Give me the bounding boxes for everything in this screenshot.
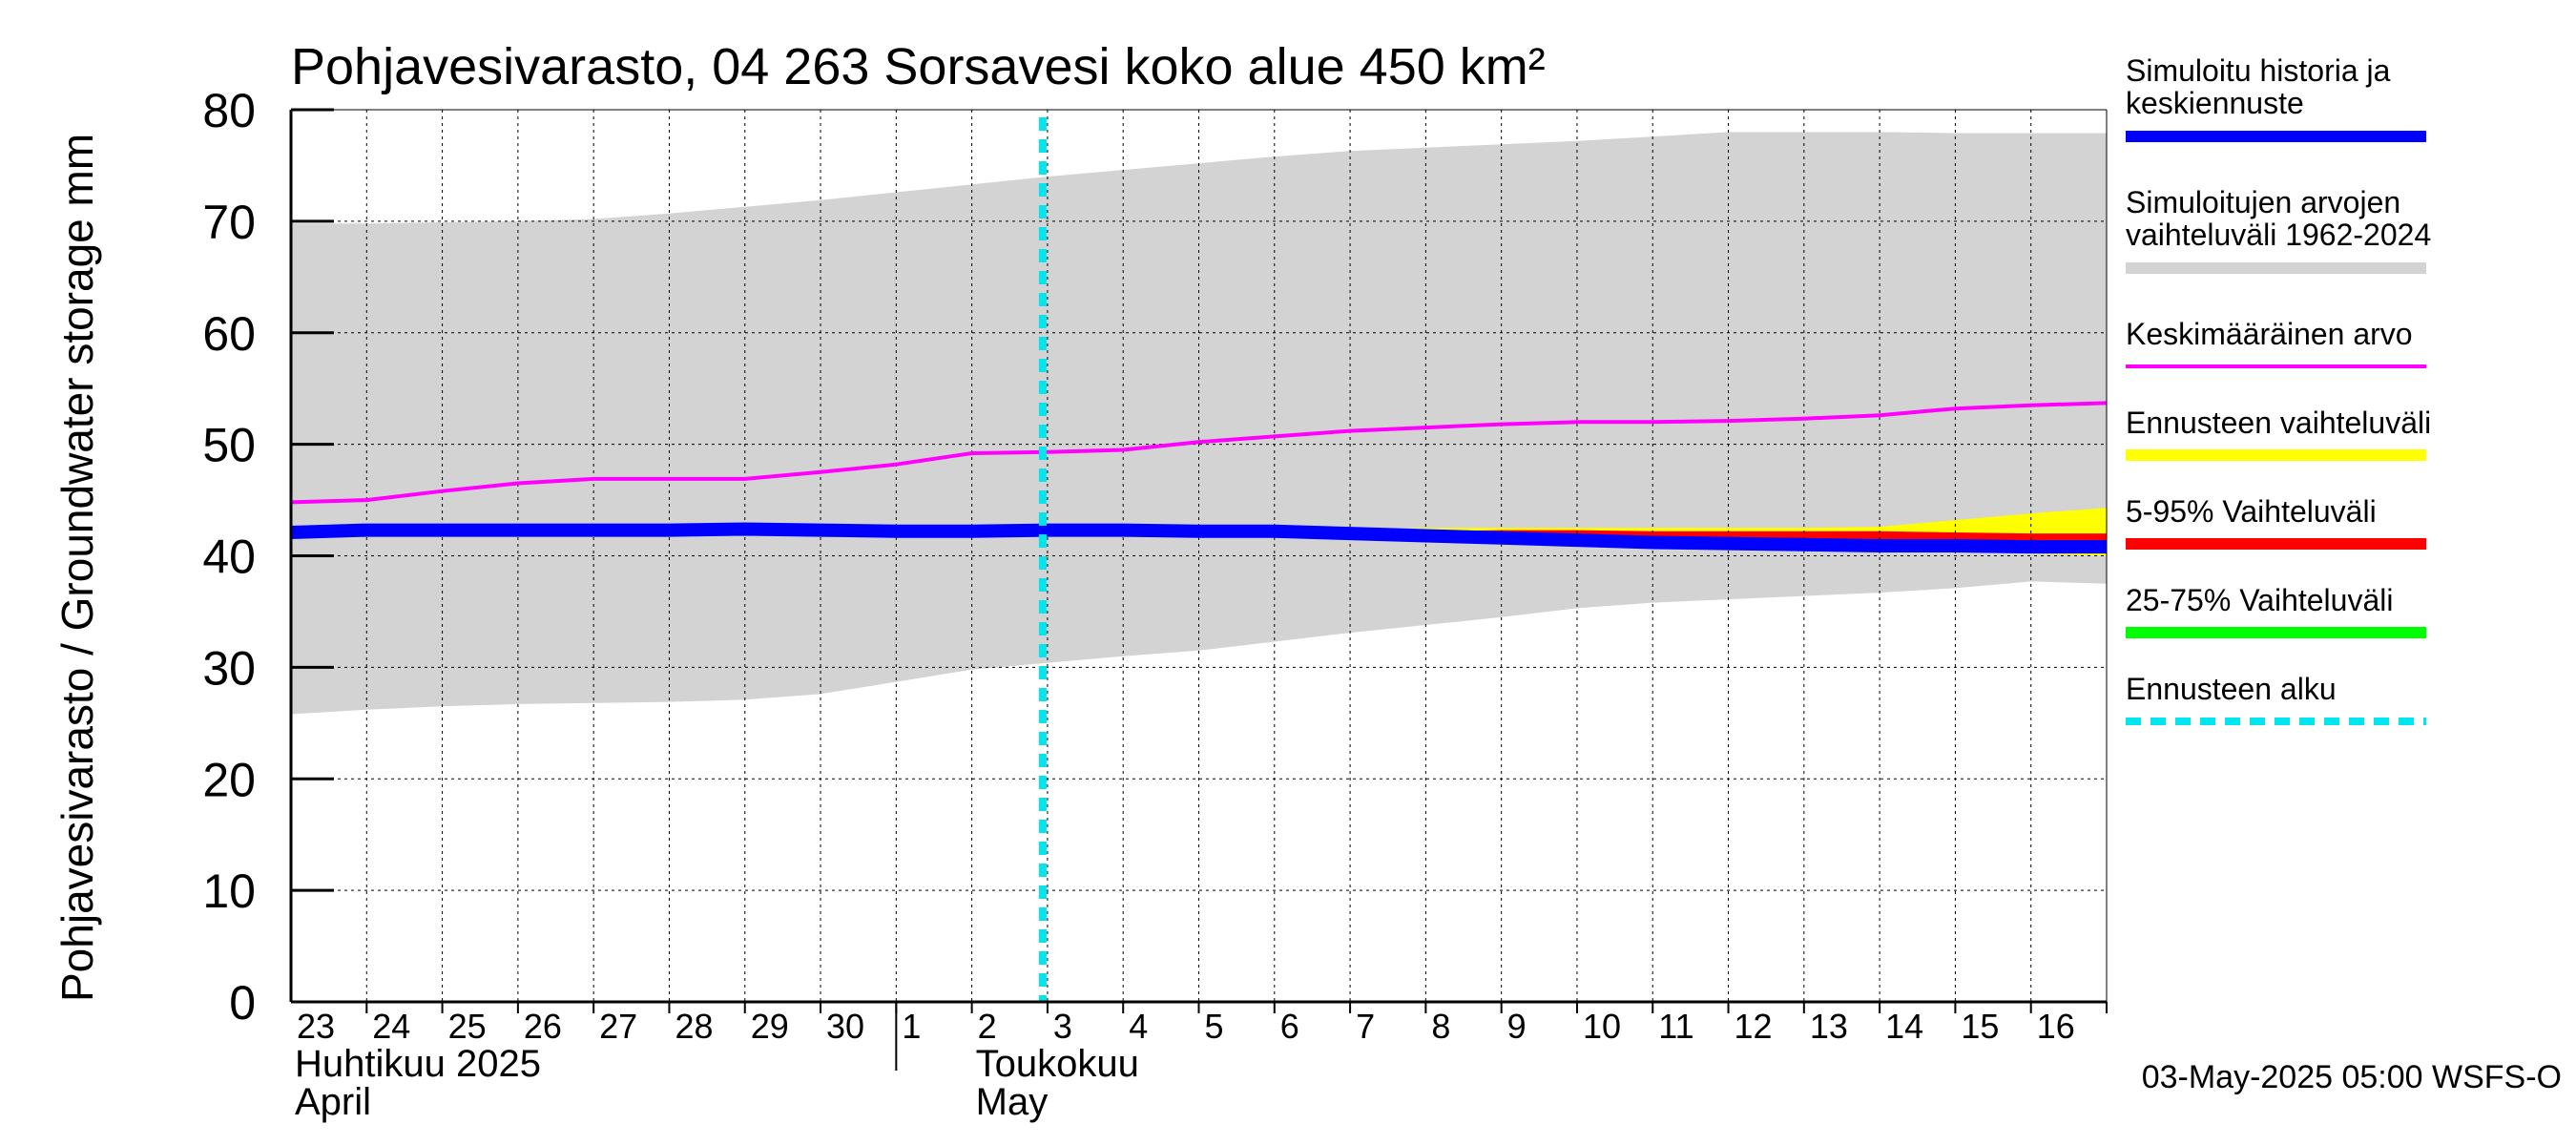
x-tick-label-5: 28 <box>675 1007 713 1046</box>
x-tick-label-8: 1 <box>902 1007 921 1046</box>
legend-label-1-line2: vaihteluväli 1962-2024 <box>2126 218 2431 252</box>
y-tick-label-5: 50 <box>202 419 256 472</box>
month-label-1-line1: Toukokuu <box>976 1043 1139 1085</box>
legend-label-0-line1: Simuloitu historia ja <box>2126 53 2391 88</box>
month-label-0-line2: April <box>295 1081 371 1123</box>
y-tick-label-2: 20 <box>202 753 256 806</box>
legend-label-2-line1: Keskimääräinen arvo <box>2126 317 2413 351</box>
y-tick-label-6: 60 <box>202 307 256 361</box>
x-tick-label-1: 24 <box>372 1007 410 1046</box>
legend-label-0-line2: keskiennuste <box>2126 86 2304 120</box>
x-tick-label-9: 2 <box>978 1007 997 1046</box>
y-tick-label-0: 0 <box>229 976 256 1030</box>
x-tick-label-17: 10 <box>1583 1007 1621 1046</box>
x-tick-label-6: 29 <box>751 1007 789 1046</box>
y-tick-label-7: 70 <box>202 196 256 249</box>
x-tick-label-18: 11 <box>1658 1007 1693 1046</box>
x-tick-label-19: 12 <box>1735 1007 1773 1046</box>
x-tick-label-13: 6 <box>1280 1007 1299 1046</box>
y-tick-label-1: 10 <box>202 864 256 918</box>
series-line-0 <box>290 401 2108 505</box>
legend-label-4-line1: 5-95% Vaihteluväli <box>2126 494 2377 529</box>
x-tick-label-10: 3 <box>1053 1007 1072 1046</box>
x-tick-label-3: 26 <box>524 1007 562 1046</box>
x-tick-label-2: 25 <box>448 1007 487 1046</box>
x-tick-label-15: 8 <box>1431 1007 1450 1046</box>
y-tick-label-8: 80 <box>202 84 256 137</box>
x-tick-label-4: 27 <box>599 1007 637 1046</box>
x-tick-label-7: 30 <box>826 1007 864 1046</box>
grid-layer <box>291 109 2107 1002</box>
legend-label-5-line1: 25-75% Vaihteluväli <box>2126 583 2393 617</box>
month-label-1-line2: May <box>976 1081 1049 1123</box>
x-tick-label-22: 15 <box>1961 1007 1999 1046</box>
x-tick-label-11: 4 <box>1129 1007 1148 1046</box>
series-line-1 <box>290 522 2107 554</box>
x-tick-label-23: 16 <box>2037 1007 2075 1046</box>
legend-label-1-line1: Simuloitujen arvojen <box>2126 185 2400 219</box>
x-tick-label-20: 13 <box>1810 1007 1848 1046</box>
chart-title: Pohjavesivarasto, 04 263 Sorsavesi koko … <box>291 38 1546 95</box>
x-tick-label-16: 9 <box>1507 1007 1527 1046</box>
y-tick-label-4: 40 <box>202 531 256 584</box>
month-label-0-line1: Huhtikuu 2025 <box>295 1043 541 1085</box>
legend-label-6-line1: Ennusteen alku <box>2126 672 2337 706</box>
y-axis-label: Pohjavesivarasto / Groundwater storage m… <box>52 134 102 1002</box>
x-tick-label-0: 23 <box>297 1007 335 1046</box>
x-tick-label-14: 7 <box>1356 1007 1375 1046</box>
line-layer <box>290 117 2108 1002</box>
x-tick-label-21: 14 <box>1885 1007 1923 1046</box>
legend-label-3-line1: Ennusteen vaihteluväli <box>2126 406 2431 440</box>
timestamp-label: 03-May-2025 05:00 WSFS-O <box>2142 1059 2562 1095</box>
x-tick-label-12: 5 <box>1205 1007 1224 1046</box>
y-tick-label-3: 30 <box>202 641 256 695</box>
